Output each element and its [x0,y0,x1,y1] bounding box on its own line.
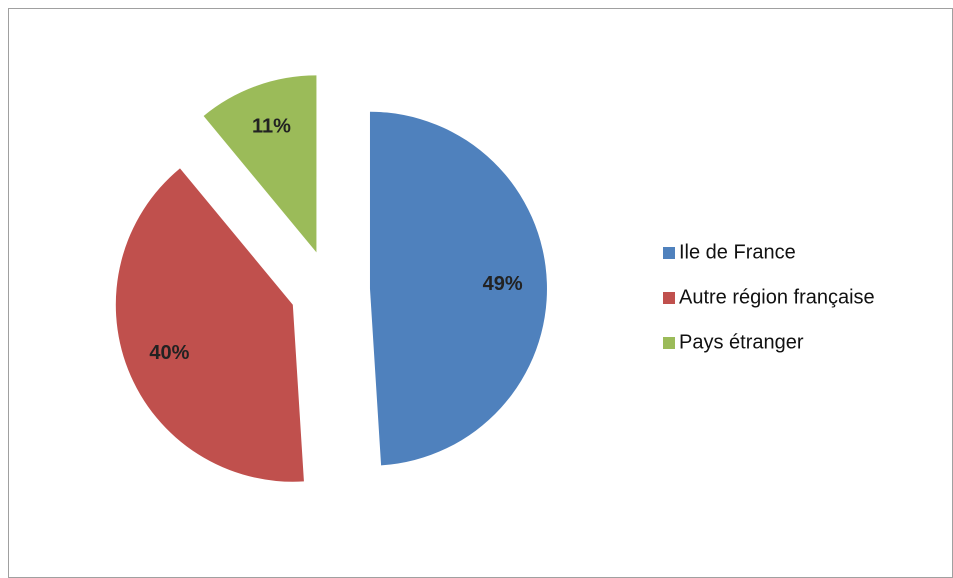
legend-swatch [663,337,675,349]
legend-label: Pays étranger [679,331,804,353]
pie-slice [369,111,547,466]
data-label: 11% [252,116,291,138]
legend-swatch [663,292,675,304]
data-label: 49% [483,273,523,295]
pie-slice [203,75,317,253]
pie-slice [115,168,304,482]
legend-swatch [663,247,675,259]
legend-label: Autre région française [679,286,875,308]
legend-label: Ile de France [679,241,796,263]
data-label: 40% [149,342,189,364]
